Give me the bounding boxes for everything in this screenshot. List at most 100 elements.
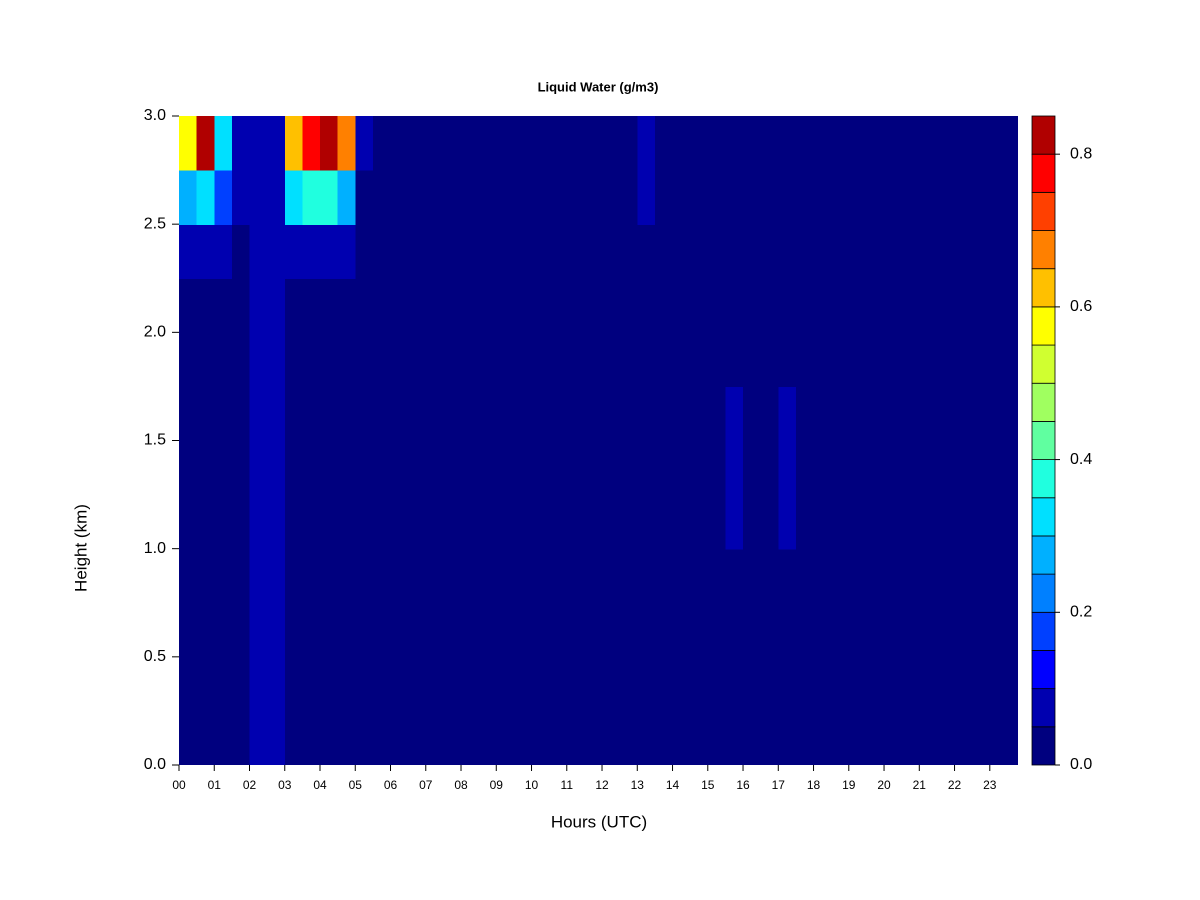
- heatmap-cell: [196, 224, 215, 279]
- colorbar-band: [1031, 650, 1056, 690]
- heatmap-cell: [760, 278, 779, 333]
- heatmap-cell: [214, 710, 233, 765]
- heatmap-cell: [936, 440, 956, 496]
- heatmap-cell: [478, 494, 497, 550]
- heatmap-cell: [496, 386, 515, 442]
- heatmap-cell: [408, 710, 427, 765]
- heatmap-cell: [496, 332, 515, 388]
- heatmap-cell: [884, 278, 903, 333]
- heatmap-cell: [743, 116, 762, 171]
- heatmap-cell: [866, 602, 885, 658]
- heatmap-cell: [231, 602, 251, 658]
- heatmap-cell: [443, 440, 462, 496]
- heatmap-cell: [795, 656, 815, 712]
- heatmap-cell: [478, 116, 497, 171]
- heatmap-cell: [302, 440, 321, 496]
- heatmap-cell: [972, 494, 991, 550]
- heatmap-cell: [320, 494, 339, 550]
- heatmap-cell: [196, 494, 215, 550]
- heatmap-cell: [267, 386, 286, 442]
- heatmap-cell: [531, 548, 550, 604]
- heatmap-cell: [390, 224, 409, 279]
- heatmap-cell: [461, 602, 480, 658]
- heatmap-cell: [619, 332, 638, 388]
- heatmap-cell: [372, 386, 392, 442]
- heatmap-cell: [725, 548, 744, 604]
- heatmap-cell: [690, 548, 709, 604]
- heatmap-cell: [214, 494, 233, 550]
- colorbar-tick-label: 0.6: [1070, 298, 1092, 315]
- heatmap-cell: [884, 656, 903, 712]
- heatmap-cell: [972, 548, 991, 604]
- heatmap-cell: [795, 494, 815, 550]
- heatmap-cell: [461, 710, 480, 765]
- heatmap-cell: [549, 332, 568, 388]
- heatmap-cell: [566, 494, 585, 550]
- heatmap-cell: [725, 224, 744, 279]
- heatmap-cell: [901, 386, 920, 442]
- heatmap-cell: [196, 440, 215, 496]
- heatmap-cell: [531, 278, 550, 333]
- heatmap-cell: [196, 386, 215, 442]
- colorbar-band: [1031, 115, 1056, 155]
- colorbar-band: [1031, 459, 1056, 499]
- heatmap-cell: [566, 656, 585, 712]
- heatmap-cell: [972, 656, 991, 712]
- heatmap-cell: [496, 602, 515, 658]
- colorbar-tick-label: 0.2: [1070, 604, 1092, 621]
- heatmap-cell: [408, 278, 427, 333]
- heatmap-cell: [637, 494, 656, 550]
- heatmap-cell: [795, 440, 815, 496]
- heatmap-cell: [901, 710, 920, 765]
- heatmap-cell: [637, 656, 656, 712]
- heatmap-cell: [901, 494, 920, 550]
- x-tick-label: 22: [948, 778, 962, 792]
- heatmap-cell: [707, 494, 727, 550]
- x-tick-label: 14: [666, 778, 680, 792]
- heatmap-cell: [848, 494, 868, 550]
- heatmap-cell: [267, 656, 286, 712]
- heatmap-cell: [372, 170, 392, 225]
- heatmap-cell: [179, 386, 198, 442]
- heatmap-cell: [566, 170, 585, 225]
- heatmap-cell: [549, 224, 568, 279]
- heatmap-cell: [408, 116, 427, 171]
- heatmap-cell: [531, 332, 550, 388]
- heatmap-cell: [443, 278, 462, 333]
- heatmap-cell: [919, 116, 938, 171]
- heatmap-cell: [390, 602, 409, 658]
- heatmap-cell: [531, 494, 550, 550]
- y-axis-label: Height (km): [71, 504, 90, 592]
- heatmap-cell: [372, 494, 392, 550]
- heatmap-cell: [302, 332, 321, 388]
- heatmap-cell: [355, 656, 374, 712]
- heatmap-cell: [443, 710, 462, 765]
- heatmap-cell: [619, 116, 638, 171]
- heatmap-cell: [267, 494, 286, 550]
- heatmap-cell: [778, 440, 797, 496]
- heatmap-cell: [249, 602, 268, 658]
- heatmap-cell: [461, 548, 480, 604]
- heatmap-cell: [372, 440, 392, 496]
- heatmap-cell: [795, 224, 815, 279]
- heatmap-cell: [602, 602, 621, 658]
- heatmap-cell: [231, 386, 251, 442]
- heatmap-cell: [513, 332, 533, 388]
- colorbar-band: [1031, 382, 1056, 422]
- heatmap-cell: [989, 170, 1009, 225]
- heatmap-cell: [795, 548, 815, 604]
- heatmap-cell: [584, 440, 603, 496]
- heatmap-cell: [284, 494, 303, 550]
- heatmap-cell: [320, 440, 339, 496]
- heatmap-cell: [320, 656, 339, 712]
- heatmap-cell: [954, 278, 973, 333]
- heatmap-cell: [654, 602, 674, 658]
- heatmap-cell: [390, 710, 409, 765]
- heatmap-cell: [778, 710, 797, 765]
- heatmap-cell: [989, 494, 1009, 550]
- heatmap-cell: [284, 602, 303, 658]
- heatmap-cell: [972, 386, 991, 442]
- heatmap-cell: [707, 602, 727, 658]
- heatmap-cell: [302, 710, 321, 765]
- heatmap-cell: [725, 440, 744, 496]
